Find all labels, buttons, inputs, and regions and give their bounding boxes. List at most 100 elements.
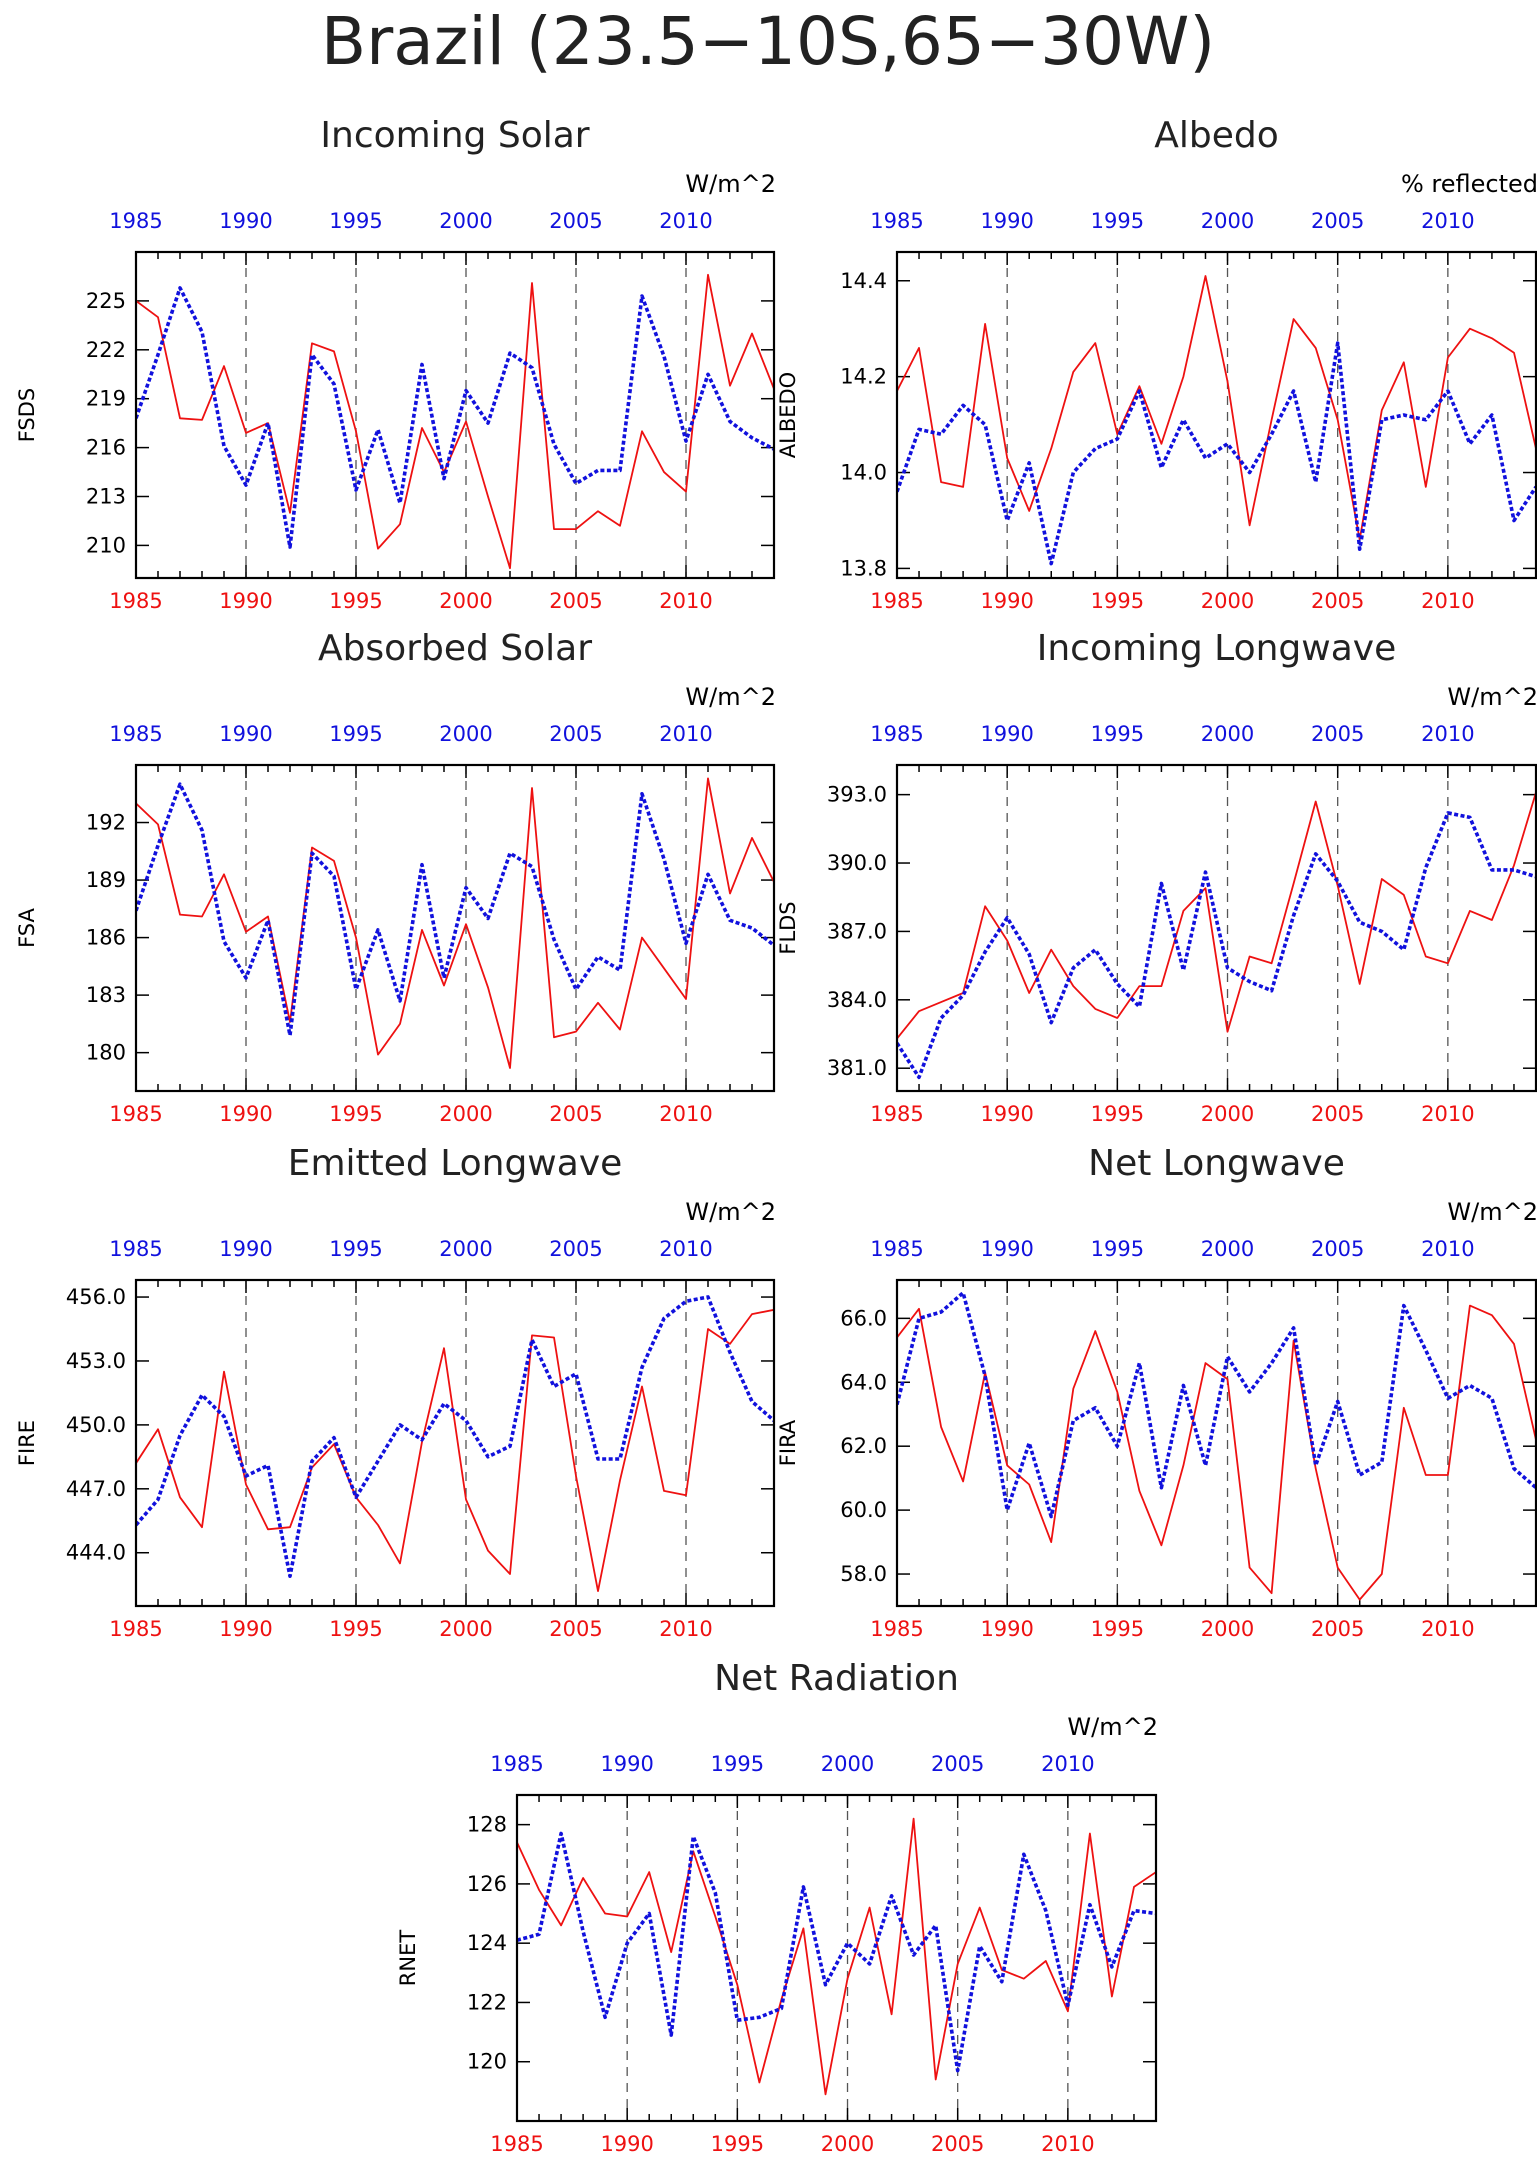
chart-net-radiation-xlabel-bottom-2010: 2010 — [1041, 2132, 1094, 2156]
chart-incoming-longwave-xlabel-bottom-2010: 2010 — [1421, 1102, 1474, 1126]
chart-absorbed-solar-xlabel-bottom-1995: 1995 — [329, 1102, 382, 1126]
chart-absorbed-solar-frame — [134, 763, 776, 1093]
chart-net-longwave-series-red — [897, 1304, 1536, 1601]
chart-net-radiation-ylabel-tick-4: 128 — [467, 1813, 507, 1837]
chart-incoming-longwave: Incoming Longwave W/m^2 1985 1985 1990 1990 19… — [776, 628, 1537, 1126]
chart-incoming-longwave-xlabel-top-2010: 2010 — [1421, 722, 1474, 746]
chart-absorbed-solar-xlabel-top-1985: 1985 — [109, 722, 162, 746]
chart-albedo-ylabel-tick-0: 13.8 — [840, 556, 887, 580]
chart-incoming-longwave-units: W/m^2 — [1447, 683, 1537, 711]
chart-absorbed-solar-xlabel-top-1990: 1990 — [219, 722, 272, 746]
chart-incoming-solar-ylabel-tick-2: 216 — [86, 436, 126, 460]
chart-absorbed-solar-series-red — [136, 777, 774, 1069]
chart-incoming-longwave-xlabel-bottom-2000: 2000 — [1201, 1102, 1254, 1126]
chart-incoming-solar-ylabel: FSDS — [15, 388, 39, 443]
chart-emitted-longwave-xlabel-top-2010: 2010 — [659, 1237, 712, 1261]
chart-net-radiation-ylabel-tick-1: 122 — [467, 1990, 507, 2014]
chart-albedo-xlabel-bottom-1990: 1990 — [980, 589, 1033, 613]
chart-net-radiation-ylabel-tick-3: 126 — [467, 1872, 507, 1896]
chart-absorbed-solar-xlabel-top-2000: 2000 — [439, 722, 492, 746]
chart-incoming-longwave-xlabel-top-1985: 1985 — [870, 722, 923, 746]
chart-net-radiation-xlabel-bottom-1990: 1990 — [600, 2132, 653, 2156]
chart-emitted-longwave-xlabel-top-2000: 2000 — [439, 1237, 492, 1261]
chart-incoming-solar-ylabel-tick-0: 210 — [86, 533, 126, 557]
figure-title: Brazil (23.5−10S,65−30W) — [321, 3, 1215, 80]
chart-albedo-frame — [895, 250, 1537, 580]
chart-net-radiation-xlabel-bottom-1985: 1985 — [490, 2132, 543, 2156]
chart-albedo-ylabel-tick-1: 14.0 — [840, 461, 887, 485]
chart-incoming-longwave-ylabel-tick-4: 393.0 — [827, 783, 887, 807]
chart-incoming-solar-xlabel-top-2005: 2005 — [549, 209, 602, 233]
chart-emitted-longwave-frame — [134, 1278, 776, 1608]
chart-net-radiation-xlabel-top-1990: 1990 — [600, 1752, 653, 1776]
chart-incoming-longwave-xlabel-top-2000: 2000 — [1201, 722, 1254, 746]
chart-emitted-longwave-xlabel-bottom-1995: 1995 — [329, 1617, 382, 1641]
chart-absorbed-solar-ylabel-tick-3: 189 — [86, 868, 126, 892]
chart-absorbed-solar-ylabel-tick-1: 183 — [86, 983, 126, 1007]
chart-incoming-solar-xlabel-bottom-2000: 2000 — [439, 589, 492, 613]
chart-absorbed-solar-ylabel-tick-2: 186 — [86, 926, 126, 950]
chart-net-longwave-ylabel-tick-2: 62.0 — [840, 1434, 887, 1458]
chart-net-longwave-xlabel-top-2005: 2005 — [1311, 1237, 1364, 1261]
chart-incoming-longwave-ylabel-tick-1: 384.0 — [827, 988, 887, 1012]
chart-net-radiation-xlabel-bottom-2005: 2005 — [931, 2132, 984, 2156]
chart-albedo-xlabel-top-1990: 1990 — [980, 209, 1033, 233]
chart-emitted-longwave-xlabel-top-1985: 1985 — [109, 1237, 162, 1261]
chart-net-radiation-title: Net Radiation — [714, 1658, 959, 1699]
chart-emitted-longwave-xlabel-bottom-1985: 1985 — [109, 1617, 162, 1641]
chart-net-radiation-units: W/m^2 — [1067, 1713, 1158, 1741]
chart-net-radiation-ylabel-tick-2: 124 — [467, 1931, 507, 1955]
chart-net-longwave-series-blue — [897, 1291, 1536, 1519]
chart-net-radiation-frame — [515, 1793, 1158, 2123]
chart-net-longwave-xlabel-bottom-2010: 2010 — [1421, 1617, 1474, 1641]
chart-incoming-solar-xlabel-bottom-2010: 2010 — [659, 589, 712, 613]
chart-net-longwave-ylabel-tick-4: 66.0 — [840, 1306, 887, 1330]
chart-incoming-longwave-xlabel-bottom-1990: 1990 — [980, 1102, 1033, 1126]
chart-albedo-xlabel-top-2010: 2010 — [1421, 209, 1474, 233]
chart-albedo-xlabel-bottom-2000: 2000 — [1201, 589, 1254, 613]
chart-incoming-longwave-xlabel-top-2005: 2005 — [1311, 722, 1364, 746]
chart-albedo-ylabel: ALBEDO — [776, 372, 800, 458]
chart-incoming-longwave-xlabel-bottom-1995: 1995 — [1091, 1102, 1144, 1126]
chart-net-longwave-xlabel-top-1985: 1985 — [870, 1237, 923, 1261]
chart-absorbed-solar-ylabel-tick-4: 192 — [86, 811, 126, 835]
chart-albedo-xlabel-bottom-1985: 1985 — [870, 589, 923, 613]
chart-net-longwave-xlabel-top-2010: 2010 — [1421, 1237, 1474, 1261]
chart-net-longwave: Net Longwave W/m^2 1985 1985 1990 1990 1995 199… — [776, 1143, 1537, 1641]
chart-emitted-longwave-xlabel-bottom-1990: 1990 — [219, 1617, 272, 1641]
chart-emitted-longwave-xlabel-top-2005: 2005 — [549, 1237, 602, 1261]
chart-incoming-solar-frame — [134, 250, 776, 580]
chart-net-longwave-xlabel-bottom-2000: 2000 — [1201, 1617, 1254, 1641]
chart-albedo-xlabel-top-1995: 1995 — [1091, 209, 1144, 233]
chart-net-radiation-xlabel-top-2010: 2010 — [1041, 1752, 1094, 1776]
chart-albedo-title: Albedo — [1154, 115, 1279, 156]
chart-net-longwave-ylabel-tick-1: 60.0 — [840, 1498, 887, 1522]
chart-absorbed-solar-xlabel-top-2005: 2005 — [549, 722, 602, 746]
chart-emitted-longwave-title: Emitted Longwave — [288, 1143, 623, 1184]
chart-net-longwave-ylabel-tick-3: 64.0 — [840, 1370, 887, 1394]
chart-net-radiation: Net Radiation W/m^2 1985 1985 1990 1990 1995 19… — [396, 1658, 1158, 2156]
chart-absorbed-solar-xlabel-top-2010: 2010 — [659, 722, 712, 746]
chart-albedo-ylabel-tick-3: 14.4 — [840, 269, 887, 293]
chart-emitted-longwave: Emitted Longwave W/m^2 1985 1985 1990 1990 199… — [15, 1143, 776, 1641]
chart-net-longwave-title: Net Longwave — [1088, 1143, 1345, 1184]
chart-absorbed-solar-title: Absorbed Solar — [318, 628, 592, 669]
chart-emitted-longwave-xlabel-bottom-2010: 2010 — [659, 1617, 712, 1641]
chart-absorbed-solar-xlabel-bottom-2005: 2005 — [549, 1102, 602, 1126]
chart-incoming-solar: Incoming Solar W/m^2 1985 1985 1990 1990 1995 1… — [15, 115, 776, 613]
chart-absorbed-solar-series-blue — [136, 782, 774, 1038]
chart-net-longwave-xlabel-top-1995: 1995 — [1091, 1237, 1144, 1261]
chart-absorbed-solar-xlabel-bottom-2010: 2010 — [659, 1102, 712, 1126]
chart-net-radiation-series-blue — [517, 1831, 1156, 2073]
chart-emitted-longwave-series-blue — [136, 1295, 774, 1578]
chart-net-radiation-xlabel-bottom-1995: 1995 — [711, 2132, 764, 2156]
chart-net-longwave-ylabel: FIRA — [776, 1419, 800, 1466]
chart-incoming-solar-xlabel-top-2010: 2010 — [659, 209, 712, 233]
chart-incoming-longwave-series-red — [897, 792, 1536, 1040]
chart-net-radiation-xlabel-top-1985: 1985 — [490, 1752, 543, 1776]
chart-incoming-solar-units: W/m^2 — [685, 170, 776, 198]
chart-net-longwave-frame — [895, 1278, 1537, 1608]
chart-incoming-solar-ylabel-tick-3: 219 — [86, 387, 126, 411]
chart-incoming-longwave-frame — [895, 763, 1537, 1093]
